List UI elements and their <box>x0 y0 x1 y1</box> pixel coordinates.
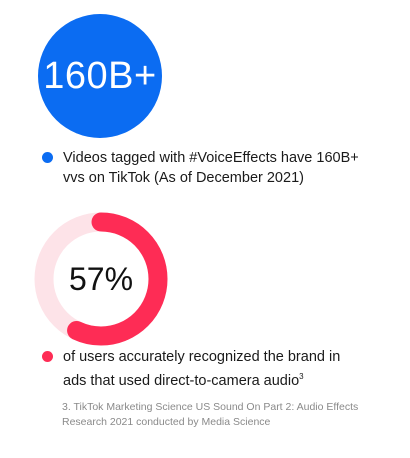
donut-chart-57: 57% <box>34 212 168 346</box>
stat-value-160b: 160B+ <box>43 54 157 97</box>
footnote-ref: 3 <box>299 372 304 381</box>
stat-legend-videos-text: Videos tagged with #VoiceEffects have 16… <box>63 150 359 186</box>
stat-legend-users-text: of users accurately recognized the brand… <box>63 347 362 391</box>
stat-legend-users-body: of users accurately recognized the brand… <box>63 349 341 389</box>
stat-legend-users: of users accurately recognized the brand… <box>42 347 362 391</box>
footnote: 3. TikTok Marketing Science US Sound On … <box>62 401 359 428</box>
donut-value-label: 57% <box>68 260 134 297</box>
pink-bullet-icon <box>42 351 53 362</box>
blue-bullet-icon <box>42 152 53 163</box>
donut-value-slice <box>34 212 168 346</box>
stat-legend-videos: Videos tagged with #VoiceEffects have 16… <box>42 148 362 188</box>
stat-circle-160b: 160B+ <box>38 14 162 138</box>
donut-svg <box>34 212 168 346</box>
